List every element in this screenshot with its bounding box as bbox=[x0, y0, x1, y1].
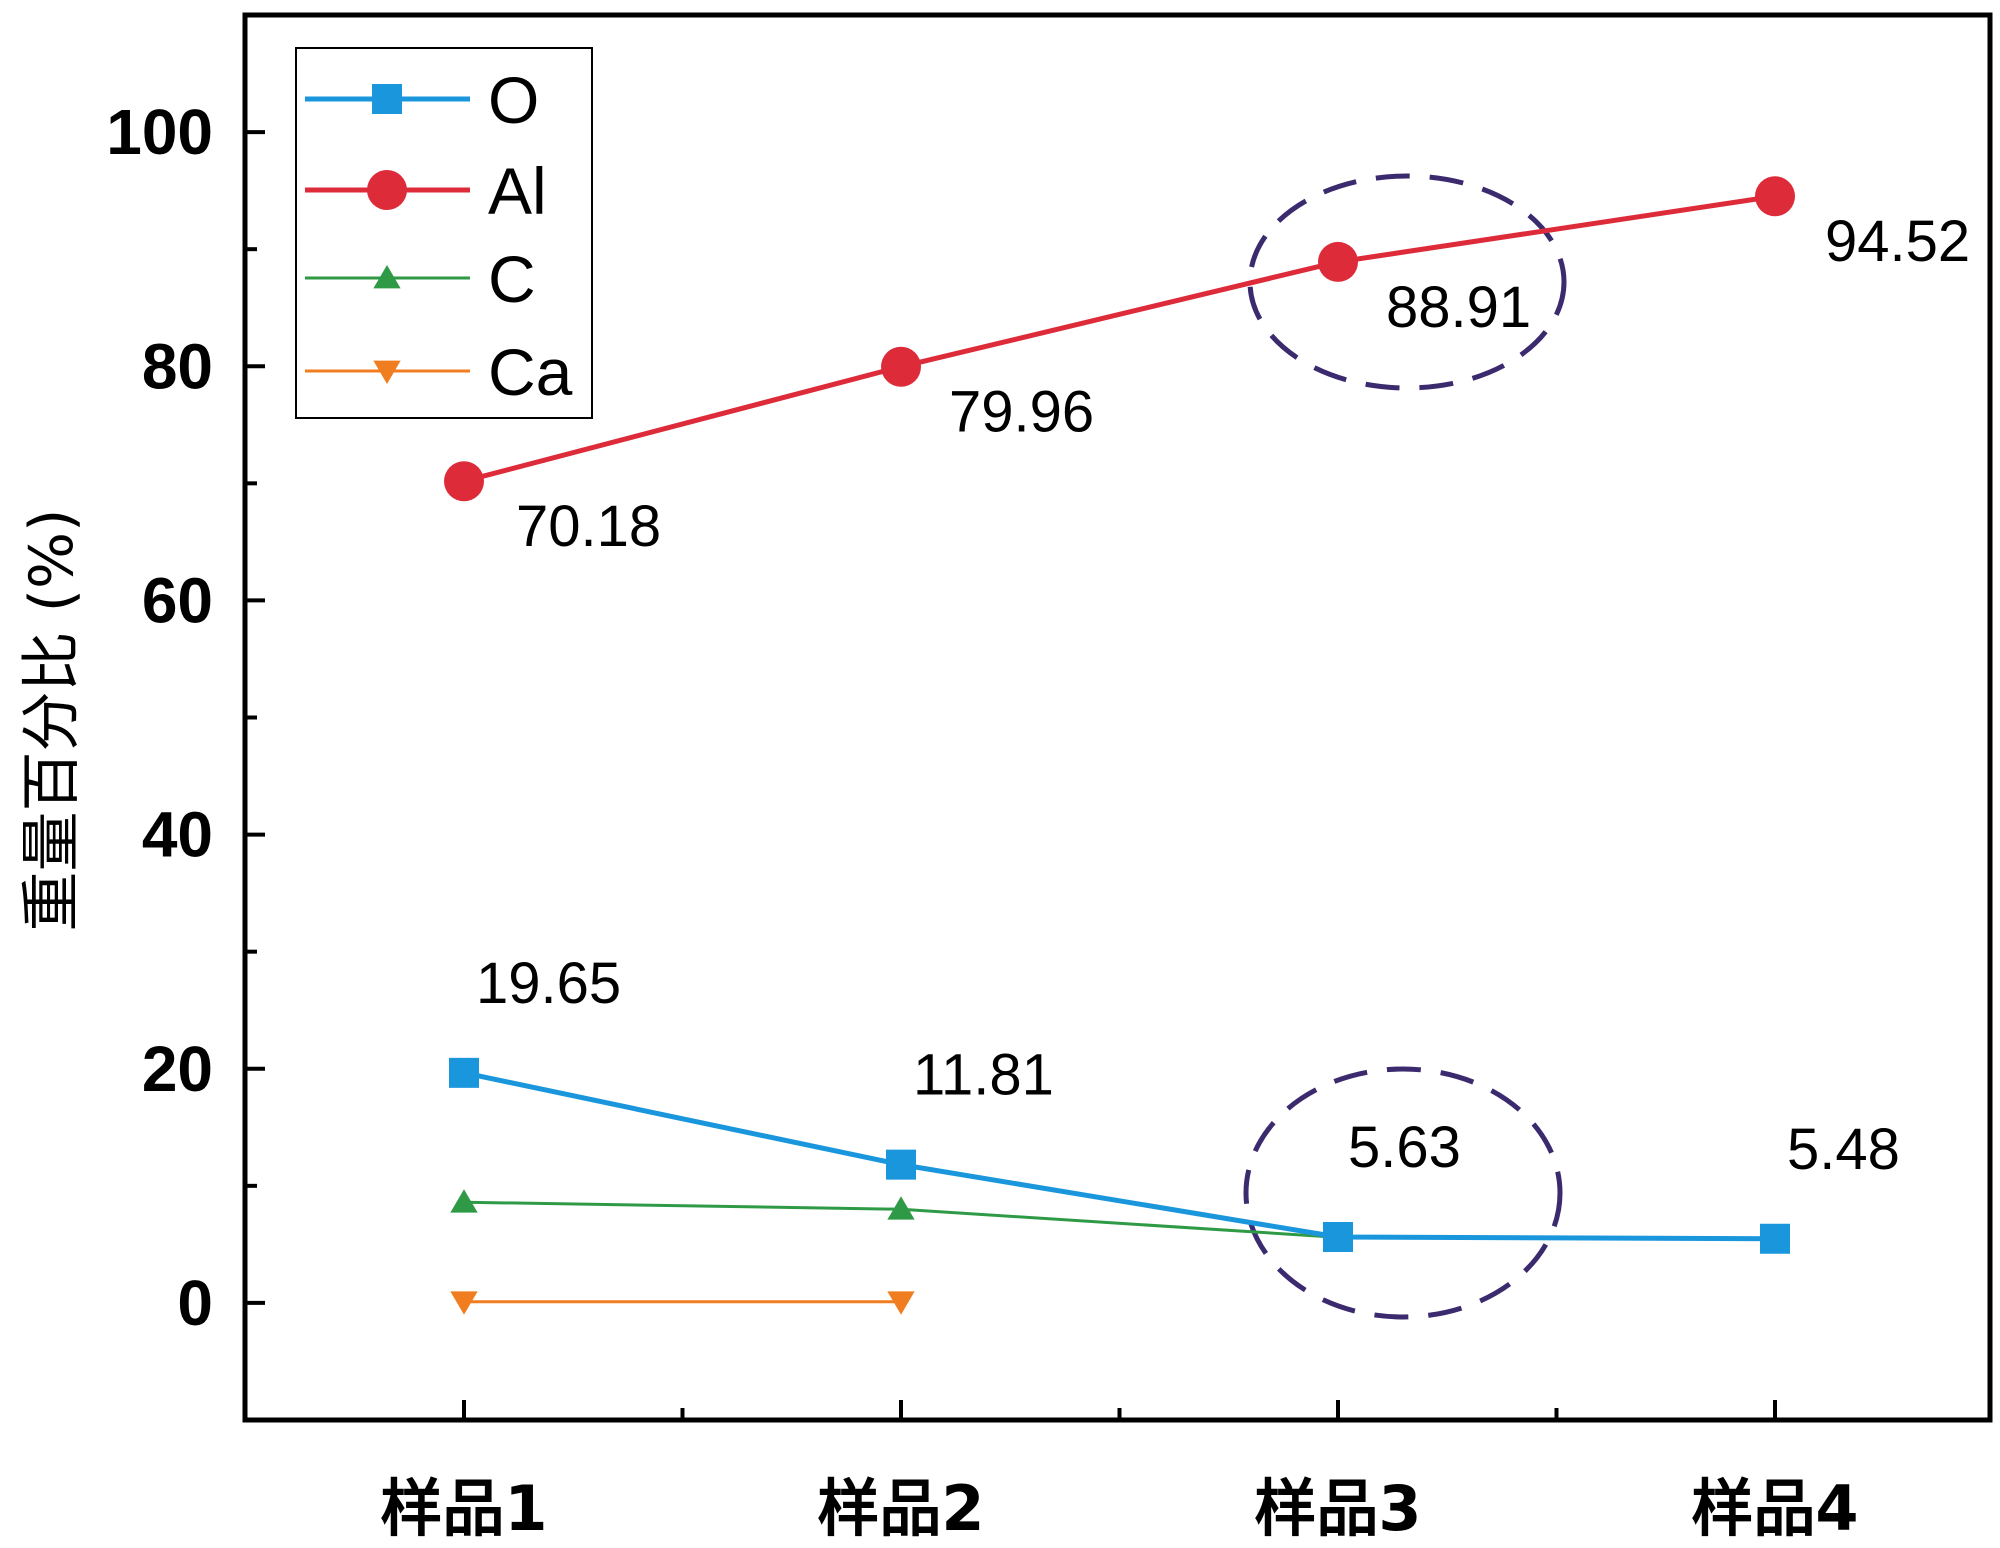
point-o bbox=[1323, 1221, 1353, 1252]
x-category-label: 样品1 bbox=[380, 1472, 547, 1545]
data-label-o: 11.81 bbox=[913, 1043, 1054, 1108]
x-category-label: 样品4 bbox=[1691, 1472, 1858, 1545]
data-label-o: 5.48 bbox=[1787, 1117, 1900, 1182]
data-labels: 19.65 11.81 5.63 5.48 70.18 79.96 88.91 94.52 bbox=[476, 209, 1970, 1182]
legend-marker-al bbox=[367, 170, 407, 210]
y-tick-label: 0 bbox=[177, 1267, 213, 1339]
highlight-ellipse-o bbox=[1243, 1066, 1563, 1320]
y-tick-label: 60 bbox=[142, 564, 213, 636]
point-o bbox=[886, 1149, 916, 1180]
series-line-al bbox=[463, 193, 1776, 484]
data-label-al: 79.96 bbox=[949, 380, 1094, 445]
data-label-al: 94.52 bbox=[1825, 209, 1970, 274]
point-c bbox=[450, 1189, 478, 1213]
highlight-ellipse-al bbox=[1247, 173, 1567, 391]
point-al bbox=[444, 461, 484, 502]
point-al bbox=[1755, 176, 1795, 217]
legend: O Al C Ca bbox=[295, 47, 593, 419]
data-label-o: 5.63 bbox=[1348, 1115, 1461, 1180]
legend-label-al: Al bbox=[488, 154, 547, 228]
x-category-label: 样品2 bbox=[817, 1472, 984, 1545]
point-al bbox=[1318, 241, 1358, 282]
y-tick-label: 40 bbox=[142, 799, 213, 871]
legend-label-ca: Ca bbox=[488, 335, 573, 409]
data-label-al: 70.18 bbox=[516, 494, 661, 559]
data-label-al: 88.91 bbox=[1386, 275, 1531, 340]
x-axis: 样品1 样品2 样品3 样品4 bbox=[380, 1400, 1859, 1545]
x-category-label: 样品3 bbox=[1254, 1472, 1421, 1545]
legend-box bbox=[295, 47, 593, 419]
legend-marker-ca bbox=[373, 360, 401, 384]
legend-marker-o bbox=[372, 84, 402, 114]
y-tick-label: 100 bbox=[106, 96, 213, 168]
y-tick-label: 20 bbox=[142, 1033, 213, 1105]
y-axis-label: 重量百分比 (%) bbox=[17, 509, 87, 932]
y-axis: 0 20 40 60 80 100 bbox=[106, 96, 265, 1339]
point-c bbox=[887, 1196, 915, 1220]
point-al bbox=[881, 346, 921, 387]
annotations bbox=[1243, 173, 1567, 1320]
point-o bbox=[449, 1057, 479, 1088]
legend-marker-c bbox=[373, 265, 401, 289]
point-o bbox=[1760, 1223, 1790, 1254]
legend-label-o: O bbox=[488, 63, 539, 137]
data-label-o: 19.65 bbox=[476, 951, 621, 1016]
series-group bbox=[444, 176, 1795, 1315]
legend-label-c: C bbox=[488, 242, 536, 316]
point-ca bbox=[450, 1291, 478, 1315]
series-line-o bbox=[463, 1070, 1776, 1242]
point-ca bbox=[887, 1291, 915, 1315]
y-tick-label: 80 bbox=[142, 330, 213, 402]
